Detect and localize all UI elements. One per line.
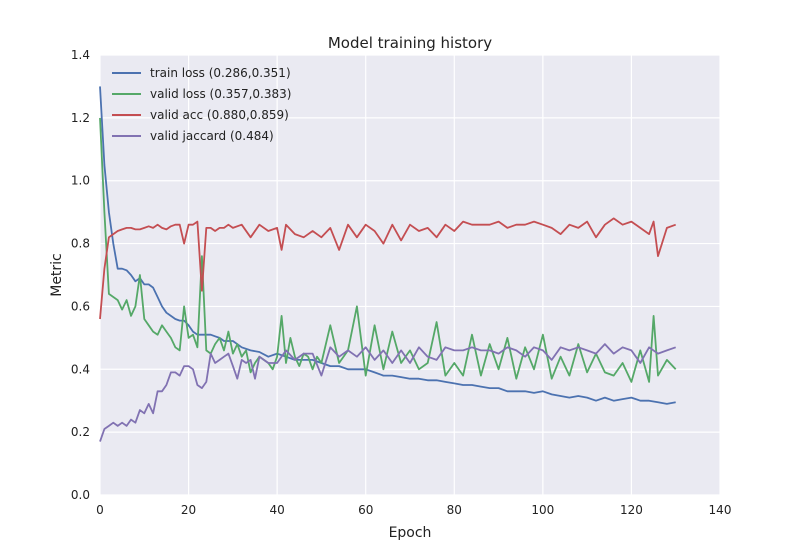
y-tick-label: 0.4 <box>71 362 90 376</box>
y-tick-labels: 0.0 0.2 0.4 0.6 0.8 1.0 1.2 1.4 <box>71 48 90 502</box>
y-tick-label: 0.8 <box>71 237 90 251</box>
y-tick-label: 0.2 <box>71 425 90 439</box>
series-line-valid-loss <box>99 117 677 383</box>
legend-label-valid-loss: valid loss (0.357,0.383) <box>150 87 291 101</box>
x-tick-label: 100 <box>531 503 554 517</box>
x-tick-labels: 0 20 40 60 80 100 120 140 <box>96 503 731 517</box>
y-tick-label: 1.0 <box>71 174 90 188</box>
x-tick-label: 60 <box>358 503 373 517</box>
x-tick-label: 80 <box>447 503 462 517</box>
legend-label-valid-jaccard: valid jaccard (0.484) <box>150 129 274 143</box>
y-tick-label: 1.4 <box>71 48 90 62</box>
y-axis-label: Metric <box>49 253 65 297</box>
x-axis-label: Epoch <box>389 525 432 541</box>
x-tick-label: 120 <box>620 503 643 517</box>
y-tick-label: 0.6 <box>71 299 90 313</box>
x-tick-label: 140 <box>709 503 732 517</box>
series-layer <box>99 86 677 442</box>
y-tick-label: 0.0 <box>71 488 90 502</box>
chart-title: Model training history <box>328 34 492 52</box>
x-tick-label: 0 <box>96 503 104 517</box>
legend: train loss (0.286,0.351) valid loss (0.35… <box>112 66 291 143</box>
x-tick-label: 40 <box>270 503 285 517</box>
series-line-valid-jaccard <box>99 343 676 442</box>
grid <box>99 54 721 496</box>
legend-label-valid-acc: valid acc (0.880,0.859) <box>150 108 289 122</box>
x-tick-label: 20 <box>181 503 196 517</box>
series-line-valid-acc <box>99 217 677 320</box>
y-tick-label: 1.2 <box>71 111 90 125</box>
legend-label-train-loss: train loss (0.286,0.351) <box>150 66 291 80</box>
